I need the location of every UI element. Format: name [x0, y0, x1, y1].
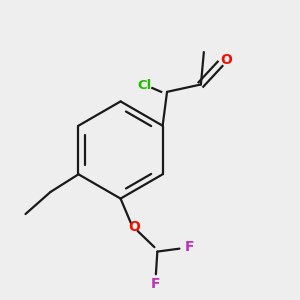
Text: O: O: [220, 53, 232, 67]
Text: F: F: [184, 241, 194, 254]
Text: F: F: [151, 277, 160, 291]
Text: O: O: [128, 220, 140, 234]
Text: Cl: Cl: [138, 79, 152, 92]
